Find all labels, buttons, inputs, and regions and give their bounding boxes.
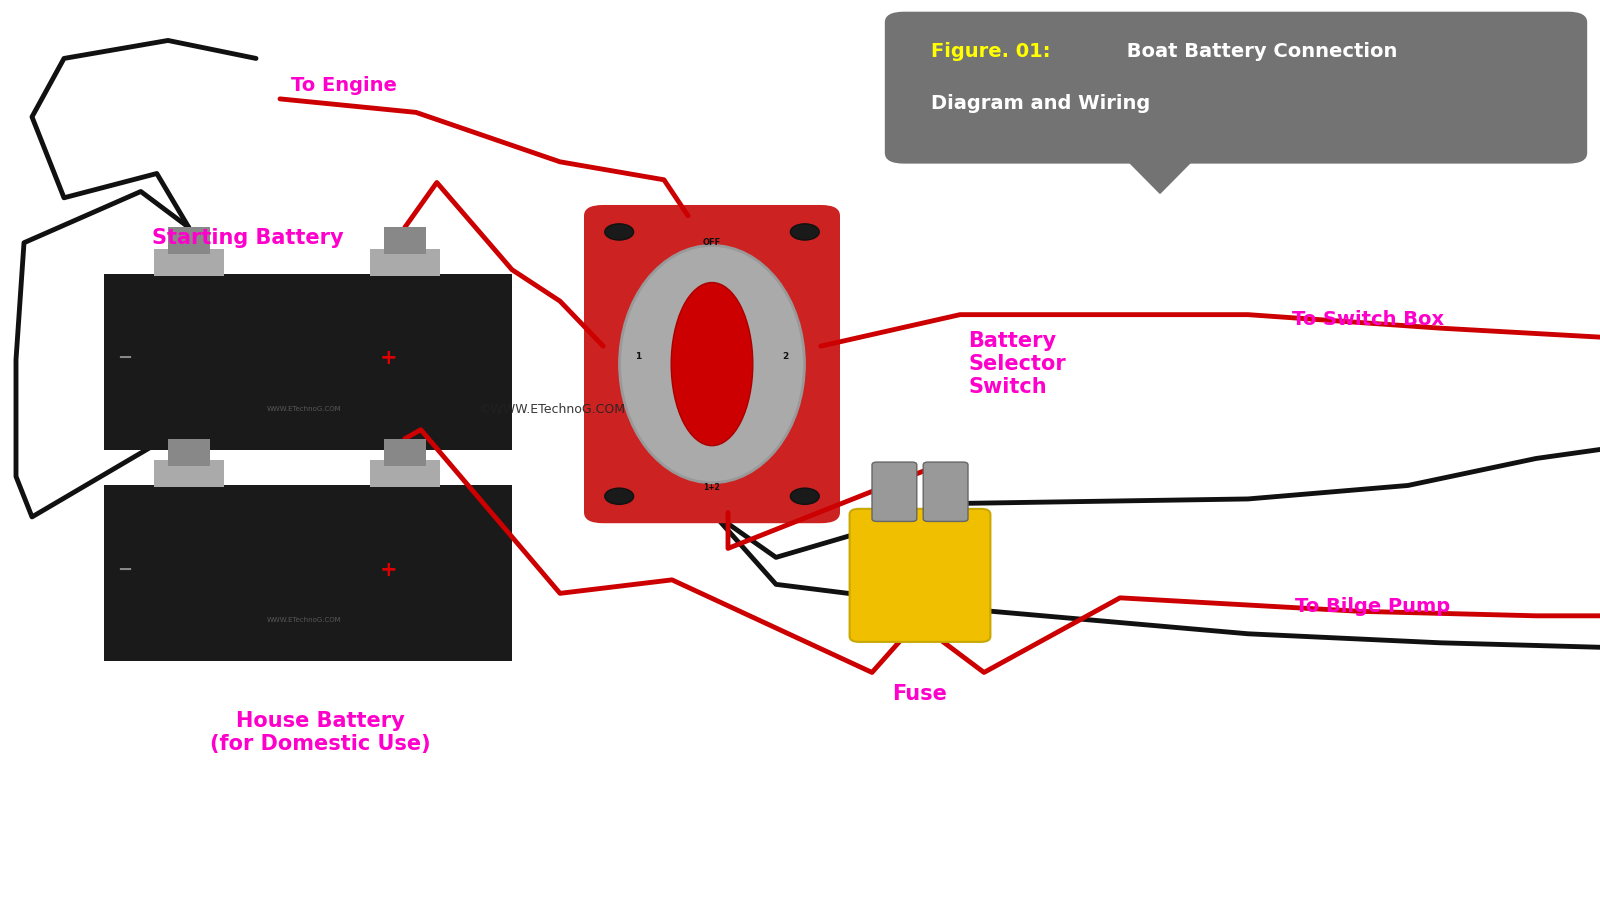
Text: 1+2: 1+2 [704, 483, 720, 492]
Text: 2: 2 [782, 352, 789, 361]
FancyBboxPatch shape [923, 462, 968, 521]
FancyBboxPatch shape [154, 460, 224, 487]
FancyBboxPatch shape [104, 485, 512, 661]
Text: To Engine: To Engine [291, 76, 397, 95]
Text: WWW.ETechnoG.COM: WWW.ETechnoG.COM [267, 406, 341, 412]
FancyBboxPatch shape [384, 439, 426, 466]
Ellipse shape [619, 245, 805, 483]
Text: +: + [379, 559, 398, 580]
FancyBboxPatch shape [370, 249, 440, 276]
Text: 1: 1 [635, 352, 642, 361]
Text: House Battery
(for Domestic Use): House Battery (for Domestic Use) [210, 711, 430, 754]
FancyBboxPatch shape [168, 439, 210, 466]
Circle shape [790, 488, 819, 504]
FancyBboxPatch shape [885, 12, 1587, 164]
FancyBboxPatch shape [168, 227, 210, 254]
Circle shape [605, 224, 634, 240]
Ellipse shape [672, 282, 754, 446]
Text: Boat Battery Connection: Boat Battery Connection [1120, 42, 1397, 61]
Text: Diagram and Wiring: Diagram and Wiring [931, 94, 1150, 113]
FancyBboxPatch shape [850, 509, 990, 642]
FancyBboxPatch shape [154, 249, 224, 276]
Text: −: − [117, 350, 133, 368]
Text: Fuse: Fuse [893, 684, 947, 704]
FancyBboxPatch shape [384, 227, 426, 254]
Circle shape [790, 224, 819, 240]
Text: −: − [117, 561, 133, 579]
Text: To Switch Box: To Switch Box [1291, 309, 1445, 329]
Polygon shape [1120, 153, 1200, 193]
FancyBboxPatch shape [872, 462, 917, 521]
Text: To Bilge Pump: To Bilge Pump [1296, 597, 1450, 617]
Text: +: + [379, 348, 398, 369]
FancyBboxPatch shape [370, 460, 440, 487]
Circle shape [605, 488, 634, 504]
Text: WWW.ETechnoG.COM: WWW.ETechnoG.COM [267, 618, 341, 623]
Text: Starting Battery: Starting Battery [152, 228, 344, 248]
Text: ©WWW.ETechnoG.COM: ©WWW.ETechnoG.COM [478, 403, 626, 415]
Text: Figure. 01:: Figure. 01: [931, 42, 1051, 61]
FancyBboxPatch shape [584, 205, 840, 523]
Text: OFF: OFF [702, 238, 722, 247]
Text: Battery
Selector
Switch: Battery Selector Switch [968, 331, 1066, 397]
FancyBboxPatch shape [104, 274, 512, 450]
